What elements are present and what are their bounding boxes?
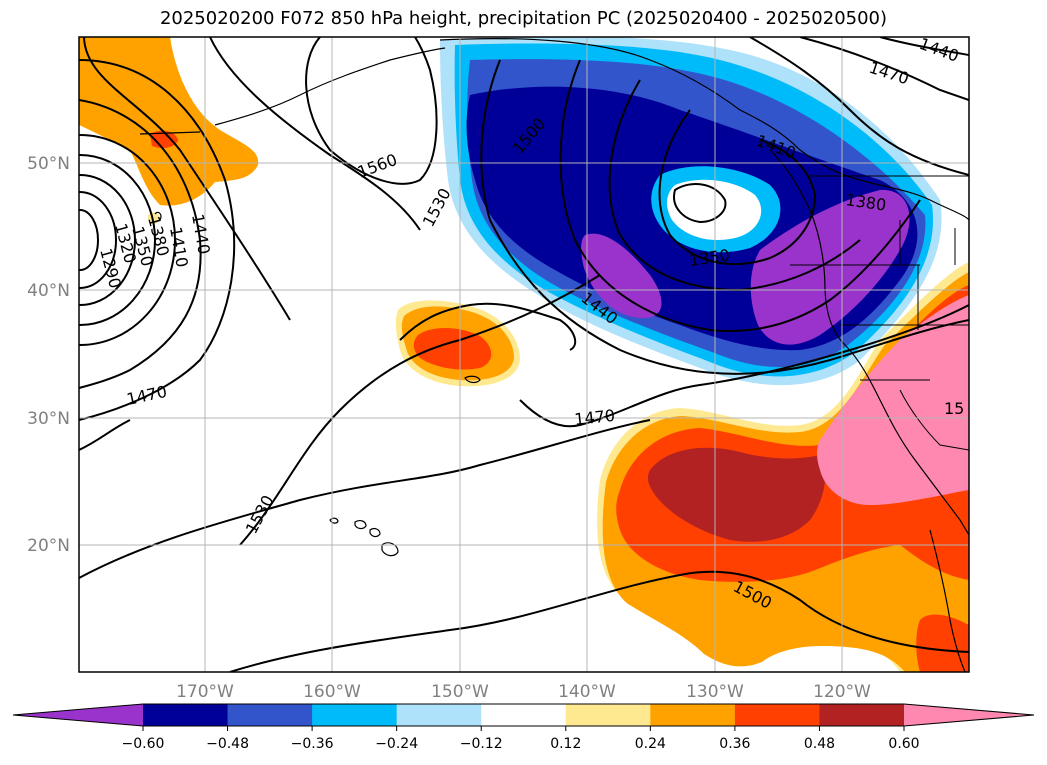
lon-label: 150°W xyxy=(431,682,489,702)
lat-label: 40°N xyxy=(27,281,70,301)
colorbar-tick-label: −0.60 xyxy=(122,736,165,752)
lon-label: 170°W xyxy=(176,682,234,702)
colorbar-tick-label: 0.60 xyxy=(888,736,919,752)
colorbar-segment xyxy=(650,704,736,726)
contour-label: 1440 xyxy=(917,34,962,66)
colorbar-segment xyxy=(396,704,482,726)
colorbar-tick-label: 0.24 xyxy=(635,736,666,752)
colorbar-tick-label: 0.12 xyxy=(550,736,581,752)
colorbar: −0.60 −0.48 −0.36 −0.24 −0.12 0.12 0.24 0.36 0.4… xyxy=(12,703,1035,752)
contour-label: 15 xyxy=(944,399,964,418)
map-plot-area: 1290 1320 1350 1380 1410 1440 1470 1530 … xyxy=(79,34,969,672)
colorbar-segment xyxy=(734,704,820,726)
colorbar-segment xyxy=(565,704,651,726)
lat-label: 20°N xyxy=(27,536,70,556)
contour-label: 1470 xyxy=(867,58,912,89)
colorbar-tick-label: −0.48 xyxy=(206,736,249,752)
colorbar-segment xyxy=(143,704,229,726)
longitude-labels: 170°W 160°W 150°W 140°W 130°W 120°W xyxy=(176,682,871,702)
contour-label: 1560 xyxy=(355,150,400,182)
colorbar-tick-label: −0.36 xyxy=(291,736,334,752)
height-contours xyxy=(79,37,969,672)
colorbar-segment xyxy=(481,704,567,726)
colorbar-tick-label: 0.48 xyxy=(804,736,835,752)
lon-label: 160°W xyxy=(303,682,361,702)
colorbar-extend-left xyxy=(13,704,143,726)
map-frame xyxy=(78,36,970,673)
latitude-labels: 50°N 40°N 30°N 20°N xyxy=(27,154,70,556)
lon-label: 140°W xyxy=(558,682,616,702)
political-borders xyxy=(790,175,969,451)
colorbar-tick-label: −0.24 xyxy=(375,736,418,752)
lat-label: 30°N xyxy=(27,409,70,429)
colorbar-tick-label: 0.36 xyxy=(719,736,750,752)
gridlines xyxy=(79,37,969,672)
contour-label: 1410 xyxy=(166,225,192,268)
contour-label: 1530 xyxy=(419,185,455,230)
colorbar-segment xyxy=(227,704,313,726)
colorbar-segment xyxy=(819,704,905,726)
map-title: 2025020200 F072 850 hPa height, precipit… xyxy=(159,8,888,29)
contour-label: 1470 xyxy=(573,406,615,429)
lon-label: 130°W xyxy=(686,682,744,702)
colorbar-extend-right xyxy=(904,704,1034,726)
contour-label: 1470 xyxy=(125,382,169,409)
colorbar-tick-label: −0.12 xyxy=(460,736,503,752)
contour-label: 1440 xyxy=(188,212,214,255)
lat-label: 50°N xyxy=(27,154,70,174)
colorbar-segment xyxy=(312,704,398,726)
lon-label: 120°W xyxy=(813,682,871,702)
coastlines xyxy=(139,38,969,672)
